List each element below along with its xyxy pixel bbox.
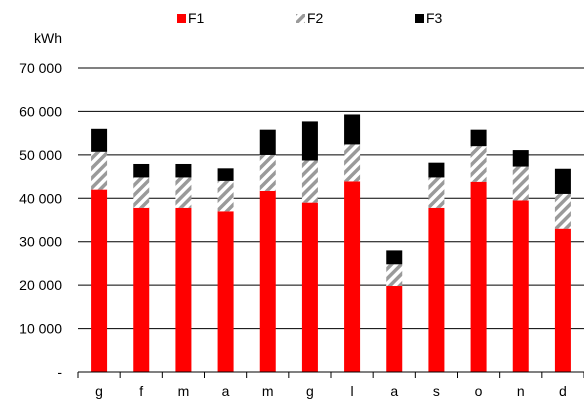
bar-f1-5 [259,190,276,372]
bar-f3-11 [512,150,529,167]
bar-f3-1 [91,128,108,152]
legend-swatch-f2 [296,14,305,23]
bar-f3-7 [344,114,361,145]
x-tick-label: a [390,383,398,399]
x-tick-label: l [351,383,354,399]
x-tick-label: m [262,383,274,399]
bar-f2-1 [91,151,108,190]
legend-label-f3: F3 [426,10,443,26]
y-tick-label: - [57,364,62,380]
bar-f1-7 [344,181,361,372]
bar-f2-9 [428,177,445,208]
x-axis [77,371,584,378]
bar-f3-10 [470,129,487,147]
x-tick-label: n [517,383,525,399]
legend-label-f2: F2 [307,10,324,26]
gridlines [78,67,584,330]
y-axis-tick-labels: - 10 000 20 000 30 000 40 000 50 000 60 000 70 … [19,60,62,380]
bar-f3-9 [428,162,445,178]
y-tick-label: 40 000 [19,190,62,206]
x-tick-label: f [139,383,143,399]
x-tick-label: s [433,383,440,399]
bar-f1-4 [217,211,234,372]
x-tick-label: a [222,383,230,399]
bar-f2-4 [217,180,234,212]
y-tick-label: 20 000 [19,277,62,293]
bar-f1-9 [428,207,445,372]
legend-label-f1: F1 [188,10,205,26]
bar-f3-2 [133,163,150,178]
bar-f2-7 [344,144,361,182]
bar-f2-11 [512,166,529,201]
legend: F1 F2 F3 [177,10,443,26]
y-axis-unit-label: kWh [34,30,62,46]
bar-f2-5 [259,154,276,191]
bar-f2-6 [301,160,318,203]
bar-f3-5 [259,129,276,155]
bar-f1-6 [301,202,318,372]
bar-f1-12 [554,228,571,372]
bar-f2-2 [133,177,150,208]
bar-f1-8 [386,286,403,372]
bar-f1-2 [133,207,150,372]
x-tick-label: d [559,383,567,399]
bar-f2-12 [554,193,571,229]
bars [91,114,571,372]
bar-f1-1 [91,189,108,372]
bar-f3-3 [175,163,192,178]
bar-f3-6 [301,121,318,161]
bar-f3-4 [217,168,234,181]
bar-f1-11 [512,200,529,372]
y-tick-label: 30 000 [19,234,62,250]
x-tick-label: m [178,383,190,399]
y-tick-label: 70 000 [19,60,62,76]
legend-swatch-f1 [177,14,186,23]
x-tick-label: o [475,383,483,399]
x-tick-label: g [95,383,103,399]
bar-f2-3 [175,177,192,208]
y-tick-label: 10 000 [19,321,62,337]
x-tick-label: g [306,383,314,399]
bar-f3-12 [554,168,571,194]
y-tick-label: 50 000 [19,147,62,163]
y-tick-label: 60 000 [19,103,62,119]
bar-f3-8 [386,250,403,265]
bar-f2-10 [470,146,487,182]
bar-f1-10 [470,181,487,372]
legend-swatch-f3 [415,14,424,23]
bar-f1-3 [175,207,192,372]
bar-f2-8 [386,264,403,287]
